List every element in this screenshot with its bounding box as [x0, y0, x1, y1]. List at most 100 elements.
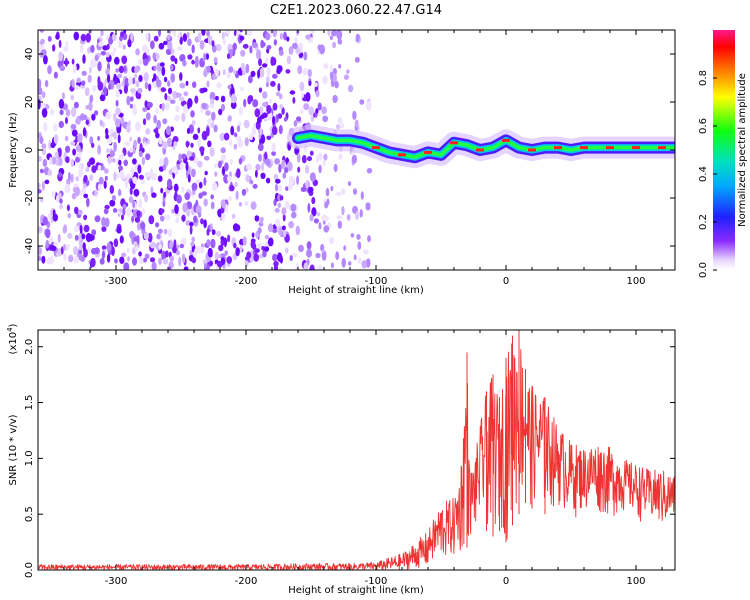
noise-blob	[265, 158, 271, 166]
noise-blob	[307, 203, 311, 213]
noise-blob	[165, 250, 169, 258]
noise-blob	[73, 246, 78, 256]
noise-blob	[104, 204, 110, 210]
noise-blob	[230, 125, 235, 136]
noise-blob	[85, 179, 90, 187]
noise-blob	[100, 30, 104, 37]
noise-blob	[51, 156, 57, 165]
noise-blob	[218, 244, 224, 252]
noise-blob	[162, 164, 167, 171]
noise-blob	[246, 163, 252, 171]
noise-blob	[221, 103, 225, 112]
noise-blob	[163, 191, 167, 198]
signal-peak	[424, 150, 432, 154]
noise-blob	[50, 108, 55, 116]
noise-blob	[70, 123, 77, 130]
noise-blob	[288, 46, 294, 55]
noise-blob	[81, 70, 87, 76]
x-tick-label: -100	[365, 276, 388, 287]
noise-blob	[222, 69, 226, 76]
noise-blob	[207, 247, 213, 258]
noise-blob	[256, 49, 262, 60]
noise-blob	[152, 52, 157, 61]
noise-blob	[147, 232, 153, 243]
colorbar-ticks: 0.0 0.2 0.4 0.6 0.8	[698, 70, 717, 278]
noise-blob	[105, 51, 110, 58]
noise-blob	[359, 99, 365, 105]
noise-blob	[259, 106, 264, 116]
noise-blob	[301, 155, 307, 164]
noise-blob	[191, 120, 196, 126]
noise-blob	[157, 175, 163, 182]
noise-blob	[158, 30, 161, 37]
noise-blob	[122, 207, 126, 216]
noise-blob	[211, 111, 216, 121]
noise-blob	[338, 153, 343, 160]
noise-blob	[138, 74, 143, 83]
noise-blob	[185, 140, 190, 148]
noise-blob	[276, 184, 282, 192]
noise-blob	[145, 112, 151, 121]
noise-blob	[72, 148, 76, 156]
noise-blob	[115, 99, 119, 107]
noise-blob	[135, 48, 141, 56]
noise-blob	[109, 150, 115, 158]
noise-blob	[323, 63, 329, 70]
noise-blob	[220, 95, 226, 103]
noise-blob	[113, 171, 117, 182]
noise-blob	[278, 49, 284, 56]
noise-blob	[337, 117, 343, 124]
noise-blob	[92, 85, 97, 92]
noise-blob	[132, 106, 137, 116]
x-tick-label: -100	[365, 576, 388, 587]
snr-series	[38, 330, 675, 570]
y-tick-label: 20	[24, 96, 35, 109]
noise-blob	[110, 246, 115, 256]
noise-blob	[281, 107, 285, 115]
noise-blob	[168, 228, 172, 238]
x-tick-label: -200	[235, 276, 258, 287]
noise-blob	[47, 35, 52, 42]
noise-blob	[98, 41, 104, 47]
noise-blob	[104, 168, 109, 174]
noise-blob	[265, 177, 271, 184]
noise-blob	[308, 186, 314, 193]
noise-blob	[257, 116, 262, 124]
noise-blob	[117, 134, 121, 144]
noise-blob	[127, 256, 130, 262]
noise-blob	[186, 201, 193, 210]
noise-blob	[232, 42, 237, 51]
noise-blob	[214, 171, 218, 177]
noise-blob	[113, 141, 117, 152]
noise-blob	[273, 39, 278, 46]
noise-blob	[79, 189, 83, 196]
noise-blob	[206, 228, 210, 236]
noise-blob	[166, 125, 172, 136]
noise-blob	[172, 245, 178, 254]
noise-blob	[297, 166, 301, 173]
noise-blob	[97, 144, 101, 155]
noise-blob	[158, 257, 162, 265]
noise-blob	[231, 213, 236, 219]
noise-blob	[318, 222, 322, 230]
noise-blob	[117, 73, 123, 79]
noise-blob	[78, 249, 83, 255]
noise-blob	[245, 63, 250, 74]
y-tick-label: 40	[24, 48, 35, 61]
noise-blob	[242, 236, 247, 246]
noise-blob	[348, 261, 352, 266]
noise-blob	[174, 114, 180, 122]
noise-blob	[291, 211, 297, 219]
noise-blob	[87, 46, 92, 54]
noise-blob	[57, 148, 61, 153]
noise-blob	[38, 246, 42, 256]
noise-blob	[213, 56, 218, 63]
noise-blob	[220, 236, 225, 241]
noise-blob	[245, 187, 249, 193]
noise-blob	[160, 87, 167, 93]
noise-blob	[286, 36, 290, 42]
noise-blob	[272, 115, 276, 125]
noise-blob	[300, 186, 307, 192]
noise-blob	[147, 101, 153, 108]
noise-blob	[41, 102, 46, 109]
